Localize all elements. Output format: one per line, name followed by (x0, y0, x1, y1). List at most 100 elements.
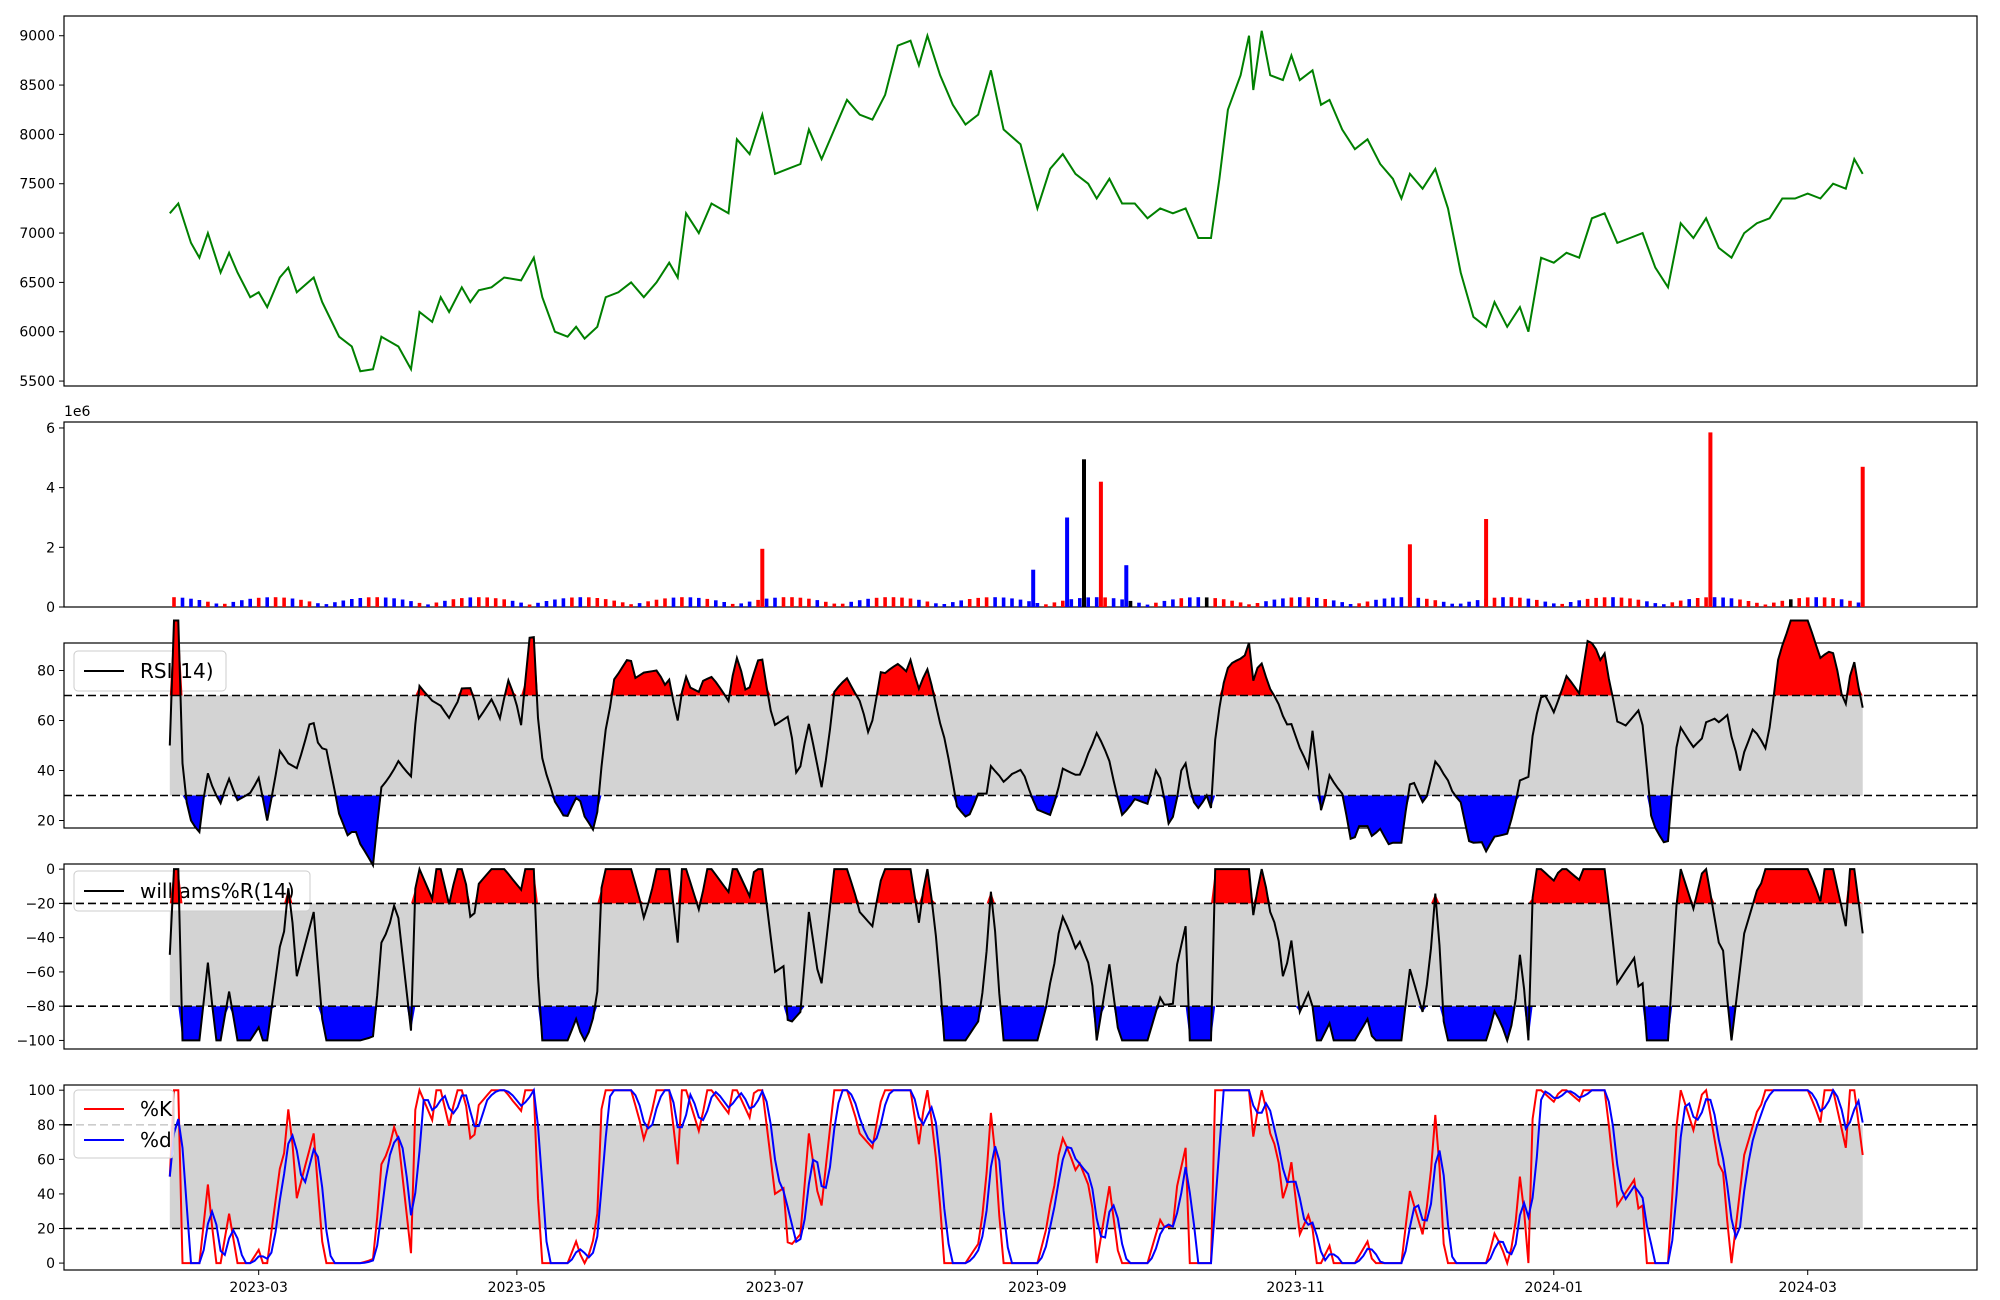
volume-bar (1162, 600, 1167, 607)
volume-bar (1839, 599, 1844, 607)
volume-bar (1831, 598, 1835, 607)
volume-bar (680, 597, 684, 607)
volume-bar (587, 597, 591, 607)
volume-bar (612, 600, 616, 607)
volume-bar (434, 602, 439, 607)
volume-bar (1407, 544, 1412, 607)
volume-bar (1298, 597, 1302, 607)
williams-legend-box (73, 870, 311, 912)
volume-bar (730, 603, 735, 607)
stochastic-ytick-label: 20 (37, 1222, 55, 1238)
volume-bar (1374, 599, 1378, 607)
volume-bar (248, 598, 252, 607)
stochastic-ytick-label: 40 (37, 1187, 55, 1203)
volume-bar (189, 598, 193, 607)
price-panel: 5500 6000 6500 7000 7500 8000 8500 9000 (19, 15, 1978, 390)
volume-bar (358, 598, 363, 607)
volume-bar (527, 604, 532, 607)
volume-bar (671, 597, 676, 607)
volume-bar (1306, 597, 1311, 607)
volume-bar (1678, 600, 1683, 607)
x-tick-label: 2023-09 (1008, 1280, 1067, 1296)
volume-bar (1124, 565, 1129, 607)
x-tick-label: 2023-05 (488, 1280, 547, 1296)
volume-bar (1543, 601, 1548, 607)
stochastic-d-line (168, 1087, 1864, 1265)
price-ytick-label: 8500 (19, 78, 55, 94)
x-axis: 2023-03 2023-05 2023-07 2023-09 2023-11 2024-… (229, 1270, 1837, 1296)
volume-bar (485, 597, 489, 607)
volume-bar (375, 597, 379, 607)
volume-bar (1061, 600, 1065, 607)
volume-bar (781, 597, 786, 607)
volume-bar (1031, 569, 1036, 607)
volume-bar (477, 597, 481, 607)
price-ytick-label: 8000 (19, 127, 55, 143)
volume-bar (697, 597, 701, 607)
volume-bar (1103, 597, 1107, 607)
volume-scale-label: 1e6 (64, 404, 91, 420)
volume-bar (1098, 481, 1103, 607)
volume-bar (1357, 603, 1361, 607)
volume-bar (1708, 432, 1713, 607)
rsi-ytick-label: 60 (37, 714, 55, 730)
volume-bar (1712, 597, 1717, 607)
volume-bar (1746, 601, 1751, 607)
volume-bar (1044, 604, 1048, 607)
volume-bar (1856, 602, 1861, 607)
volume-bar (663, 598, 667, 607)
volume-bar (891, 597, 896, 607)
volume-bar (1475, 600, 1480, 607)
volume-bar (1365, 601, 1370, 607)
volume-bar (536, 602, 540, 607)
price-ytick-label: 5500 (19, 374, 55, 390)
volume-bar (1509, 597, 1514, 607)
x-tick-label: 2023-11 (1266, 1280, 1325, 1296)
x-tick-label: 2023-03 (229, 1280, 288, 1296)
volume-bar (1204, 597, 1209, 607)
rsi-oversold-fill (169, 795, 1863, 866)
volume-bar (460, 598, 464, 607)
volume-bar (1526, 598, 1531, 607)
volume-bar (1128, 600, 1133, 607)
volume-bar (1695, 598, 1700, 607)
volume-panel: 0 2 4 6 1e6 (46, 404, 1978, 616)
volume-bar (553, 599, 557, 607)
volume-bar (967, 599, 972, 607)
volume-bar (798, 597, 803, 607)
stochastic-ytick-label: 100 (28, 1083, 55, 1099)
stochastic-legend-label-k: %K (140, 1097, 173, 1121)
volume-bar (1137, 602, 1141, 607)
williams-ytick-label: −20 (25, 896, 55, 912)
volume-bar (1078, 598, 1082, 607)
volume-bar (764, 598, 769, 607)
volume-bar (629, 604, 633, 607)
volume-bar (1805, 597, 1810, 607)
volume-bar (1289, 597, 1294, 607)
volume-bar (1433, 600, 1438, 607)
volume-bar (307, 601, 312, 607)
volume-bar (1628, 598, 1632, 607)
volume-bar (1814, 597, 1818, 607)
volume-bar (646, 601, 650, 607)
volume-bar (917, 599, 921, 607)
volume-bar (603, 599, 608, 607)
volume-bar (231, 601, 236, 607)
volume-bar (1687, 599, 1691, 607)
price-frame (63, 15, 1978, 387)
volume-bar (1594, 597, 1598, 607)
volume-bar (1065, 517, 1070, 607)
volume-bar (341, 600, 346, 607)
volume-bar (1484, 519, 1489, 607)
volume-bar (951, 602, 955, 607)
volume-bar (1035, 603, 1040, 607)
volume-bar (824, 601, 828, 607)
volume-bar (883, 597, 887, 607)
volume-bar (1255, 603, 1260, 607)
volume-ytick-label: 6 (46, 421, 55, 437)
volume-bar (1552, 603, 1556, 607)
volume-bar (1069, 599, 1074, 607)
volume-bar (333, 602, 337, 607)
volume-bar (807, 598, 811, 607)
